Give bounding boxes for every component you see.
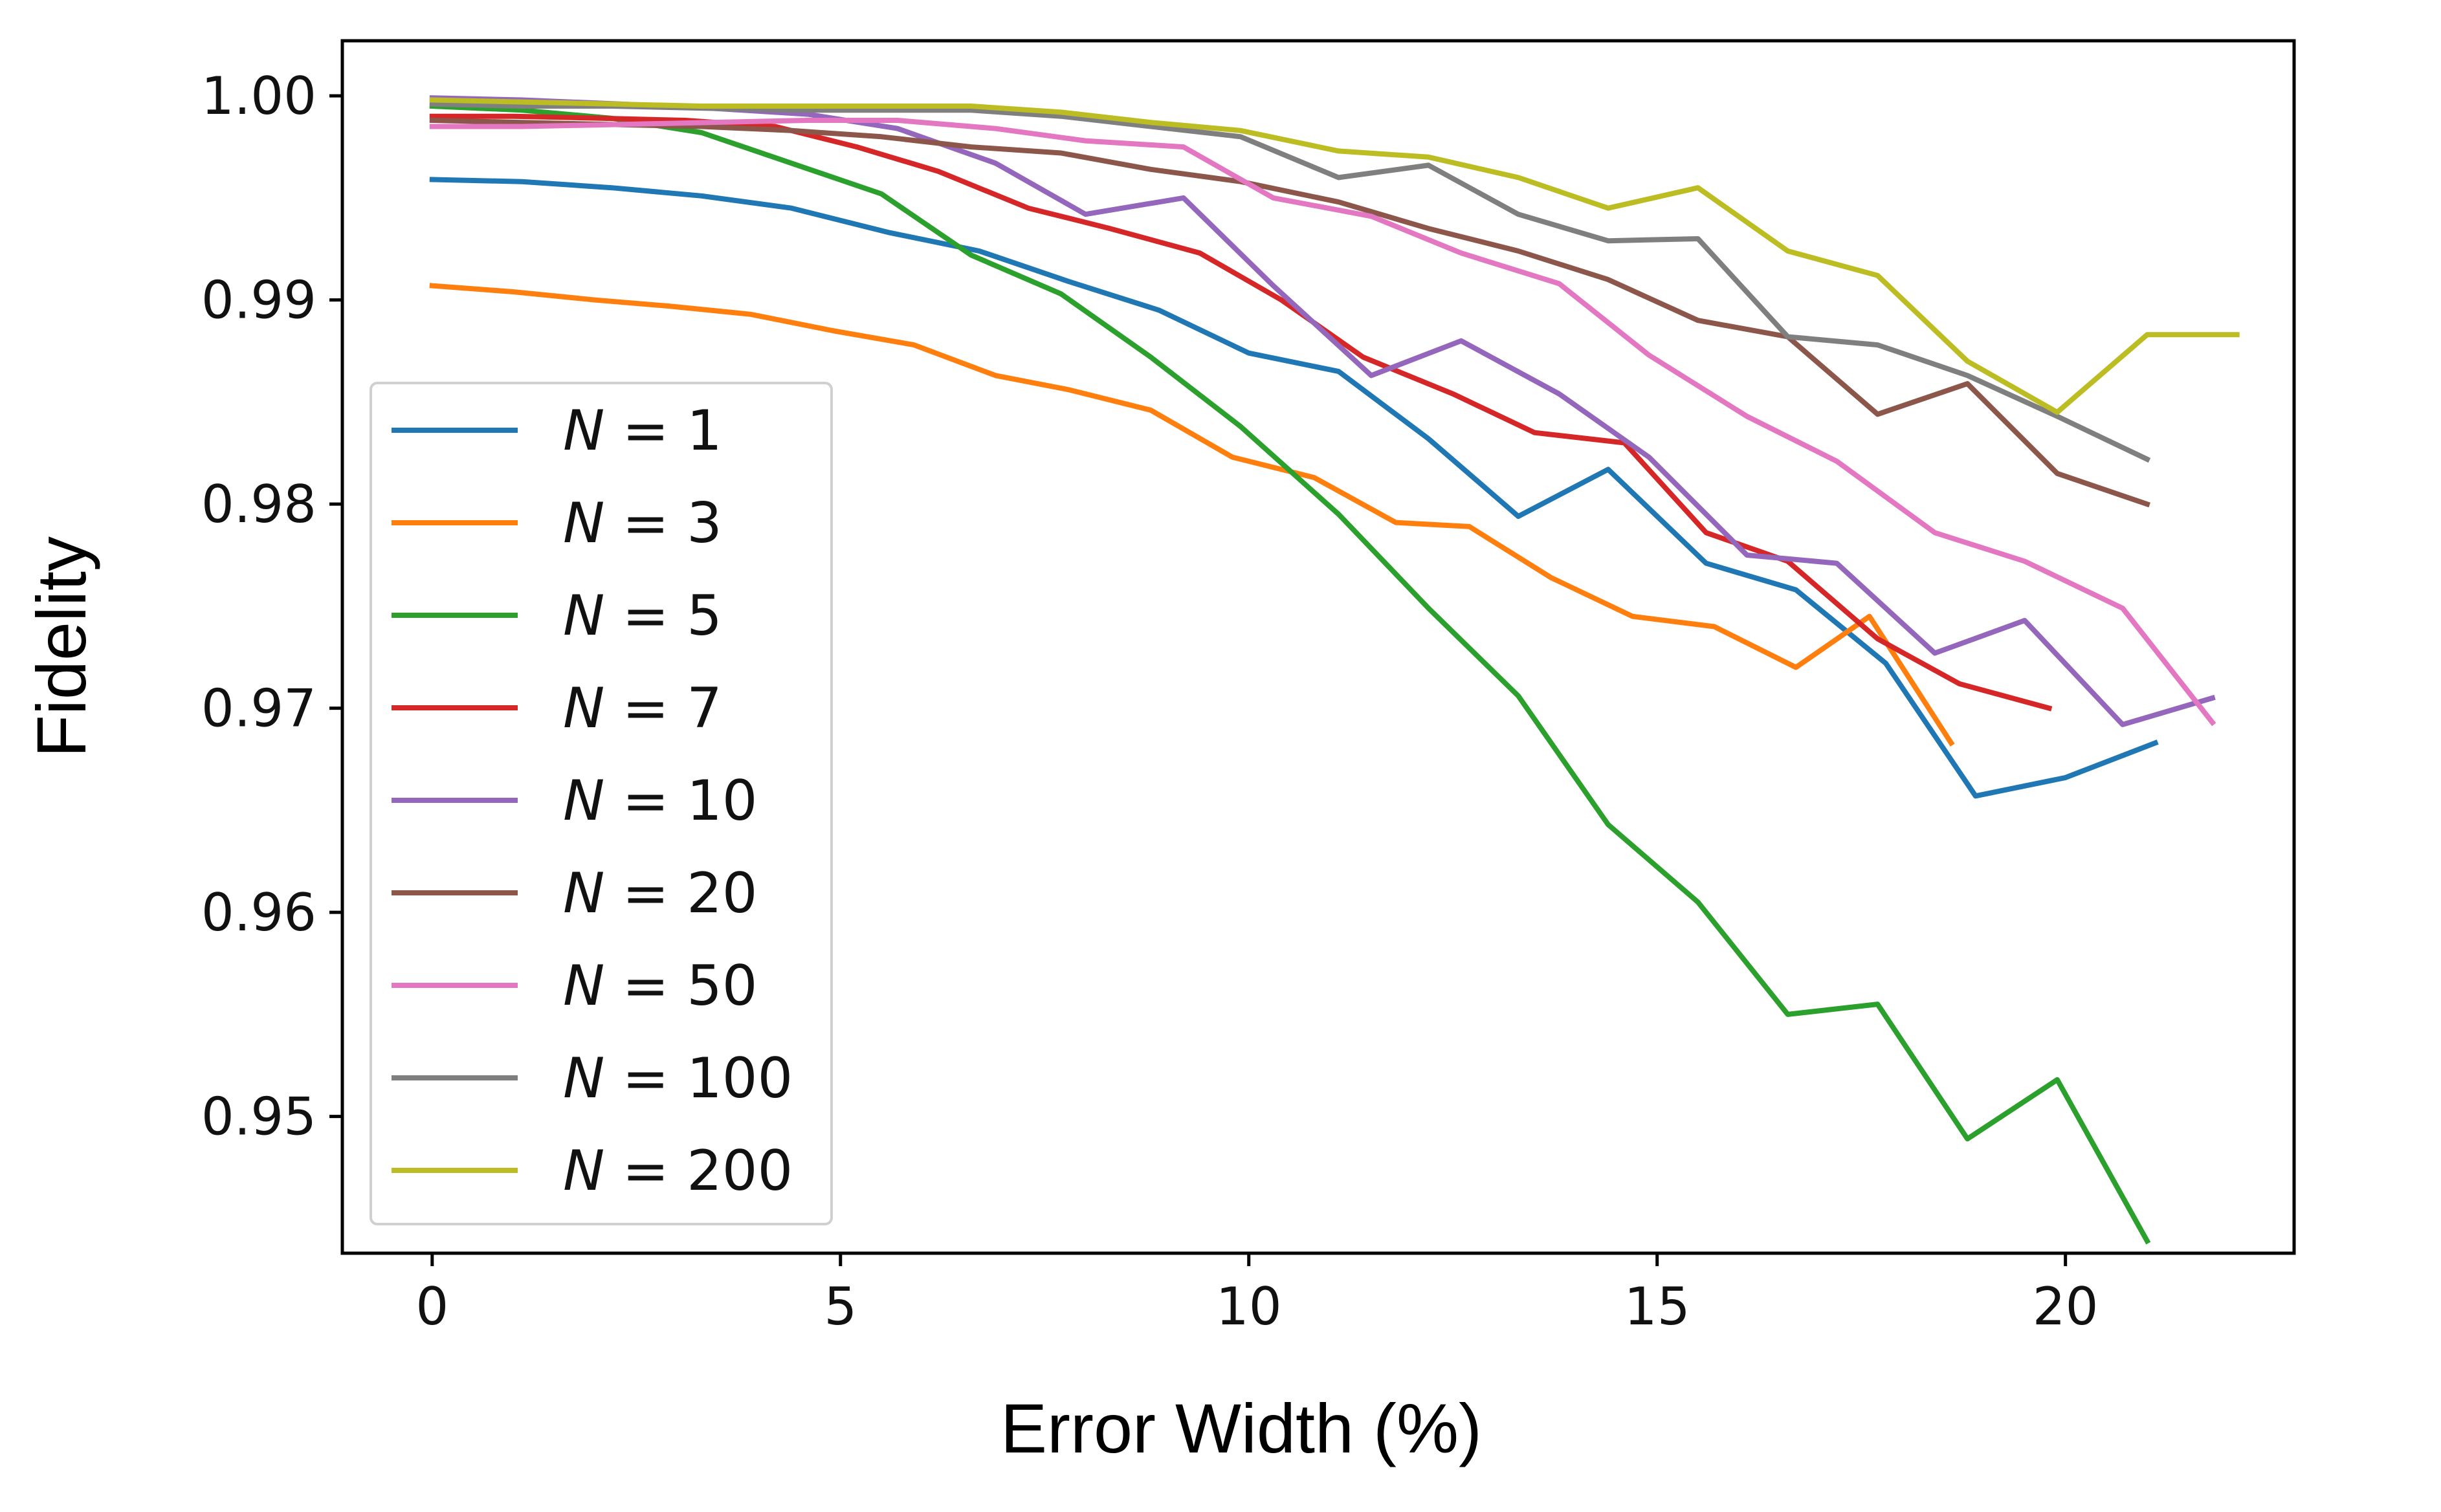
legend-frame bbox=[370, 382, 833, 1225]
legend-entry-n-5: N = 5 bbox=[392, 584, 722, 648]
legend-label: N = 7 bbox=[563, 676, 722, 741]
x-tick-label: 15 bbox=[1624, 1276, 1690, 1337]
y-tick-label: 0.96 bbox=[201, 882, 316, 943]
x-tick-label: 10 bbox=[1216, 1276, 1282, 1337]
y-tick-label: 0.99 bbox=[201, 270, 316, 331]
legend-entry-n-100: N = 100 bbox=[392, 1046, 793, 1111]
legend-entry-n-7: N = 7 bbox=[392, 676, 722, 741]
legend-label: N = 200 bbox=[563, 1139, 793, 1203]
series-layer bbox=[429, 95, 2240, 1245]
legend-label: N = 20 bbox=[563, 861, 758, 926]
legend-entry-n-50: N = 50 bbox=[392, 954, 758, 1018]
y-tick-label: 0.98 bbox=[201, 474, 316, 534]
legend: N = 1 N = 3 N = 5 N = 7 N = 10 N = 20 N = 50 N … bbox=[370, 382, 833, 1225]
plot-frame bbox=[340, 39, 2296, 1255]
legend-label: N = 50 bbox=[563, 954, 758, 1018]
series-line-n-1 bbox=[429, 177, 2159, 799]
legend-entry-n-1: N = 1 bbox=[392, 399, 722, 463]
y-axis: 0.95 0.96 0.97 0.98 0.99 1.00 bbox=[201, 66, 342, 1147]
legend-entry-n-10: N = 10 bbox=[392, 769, 758, 833]
x-tick-label: 0 bbox=[415, 1276, 448, 1337]
x-axis: 0 5 10 15 20 bbox=[415, 1253, 2099, 1337]
legend-entry-n-20: N = 20 bbox=[392, 861, 758, 926]
legend-label: N = 1 bbox=[563, 399, 722, 463]
y-tick-label: 0.95 bbox=[201, 1087, 316, 1147]
series-line-n-3 bbox=[429, 283, 1955, 747]
legend-label: N = 100 bbox=[563, 1046, 793, 1111]
x-axis-label: Error Width (%) bbox=[1000, 1389, 1482, 1467]
legend-label: N = 10 bbox=[563, 769, 758, 833]
y-axis-label: Fidelity bbox=[22, 536, 100, 758]
y-tick-label: 1.00 bbox=[201, 66, 316, 126]
series-line-n-20 bbox=[429, 117, 2150, 508]
y-tick-label: 0.97 bbox=[201, 679, 316, 739]
series-line-n-200 bbox=[429, 97, 2240, 415]
x-tick-label: 5 bbox=[824, 1276, 857, 1337]
x-tick-label: 20 bbox=[2033, 1276, 2099, 1337]
legend-entry-n-3: N = 3 bbox=[392, 491, 722, 556]
series-line-n-5 bbox=[429, 103, 2151, 1245]
legend-entry-n-200: N = 200 bbox=[392, 1139, 793, 1203]
legend-label: N = 5 bbox=[563, 584, 722, 648]
series-line-n-50 bbox=[429, 118, 2216, 727]
legend-label: N = 3 bbox=[563, 491, 722, 556]
